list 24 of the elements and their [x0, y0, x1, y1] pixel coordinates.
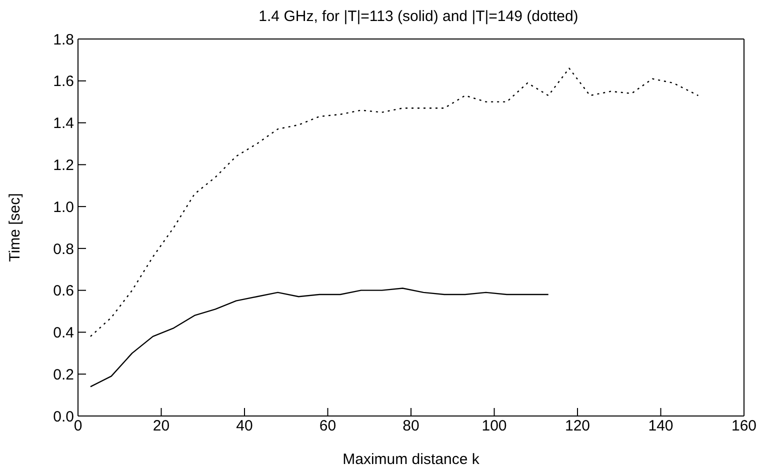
- y-tick-label: 0.0: [53, 408, 74, 426]
- chart-title: 1.4 GHz, for |T|=113 (solid) and |T|=149 (dotted): [258, 8, 580, 27]
- y-tick-label: 1.6: [53, 73, 74, 90]
- x-tick-label: 120: [564, 418, 590, 435]
- y-tick-label: 0.2: [53, 366, 74, 384]
- x-tick-label: 40: [236, 418, 253, 435]
- x-tick-label: 160: [731, 418, 757, 435]
- x-tick-label: 0: [74, 418, 82, 435]
- x-axis-title: Maximum distance k: [342, 451, 480, 468]
- y-tick-label: 1.8: [53, 31, 74, 48]
- y-tick-label: 1.4: [53, 115, 74, 132]
- y-tick-label: 1.0: [53, 198, 74, 216]
- line-series: [90, 288, 549, 388]
- y-axis-title: Time [sec]: [6, 193, 24, 262]
- y-tick-label: 0.8: [53, 240, 74, 258]
- y-tick-label: 0.4: [53, 324, 74, 342]
- x-tick-label: 100: [482, 418, 507, 435]
- y-tick-label: 0.6: [53, 282, 74, 300]
- x-tick-label: 60: [319, 418, 336, 435]
- x-tick-label: 20: [152, 418, 170, 435]
- x-tick-label: 140: [648, 418, 674, 435]
- line-series: [90, 68, 699, 338]
- x-tick-label: 80: [402, 418, 420, 435]
- y-tick-label: 1.2: [53, 156, 74, 174]
